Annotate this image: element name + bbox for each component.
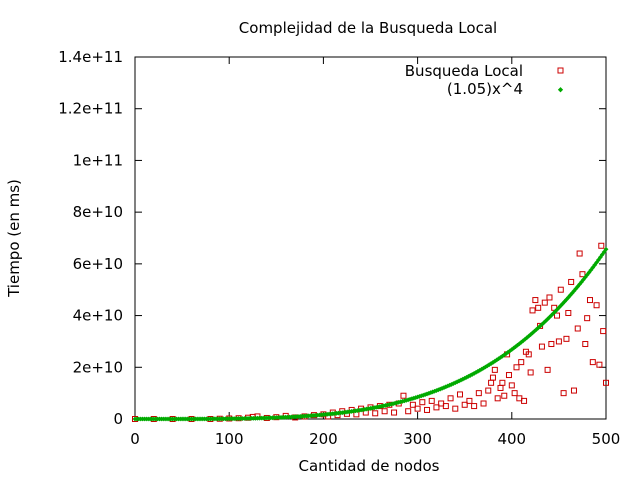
data-point-busqueda-local <box>563 335 570 342</box>
data-point-busqueda-local <box>428 397 435 404</box>
data-point-busqueda-local <box>497 384 504 391</box>
y-tick-label: 1.4e+11 <box>58 48 123 66</box>
y-axis-label: Tiempo (en ms) <box>5 179 23 298</box>
x-tick-label: 400 <box>497 430 526 448</box>
data-point-busqueda-local <box>461 401 468 408</box>
data-point-busqueda-local <box>593 302 600 309</box>
data-point-busqueda-local <box>548 341 555 348</box>
data-point-busqueda-local <box>414 405 421 412</box>
data-point-polynomial-fit <box>597 254 603 260</box>
data-point-polynomial-fit <box>594 260 600 265</box>
data-point-busqueda-local <box>525 351 532 358</box>
data-point-busqueda-local <box>491 366 498 373</box>
data-point-busqueda-local <box>544 366 551 373</box>
data-point-busqueda-local <box>471 403 478 410</box>
data-point-busqueda-local <box>372 410 379 417</box>
series-polynomial-fit <box>132 246 609 422</box>
data-point-busqueda-local <box>598 242 605 249</box>
data-point-busqueda-local <box>442 403 449 410</box>
data-point-polynomial-fit <box>603 246 609 252</box>
data-point-busqueda-local <box>541 299 548 306</box>
data-point-busqueda-local <box>466 397 473 404</box>
data-point-busqueda-local <box>582 341 589 348</box>
y-tick-label: 8e+10 <box>73 203 123 221</box>
y-tick-label: 1.2e+11 <box>58 100 123 118</box>
y-tick-label: 4e+10 <box>73 307 123 325</box>
x-axis-ticks: 0 100 200 300 400 500 <box>130 57 620 448</box>
x-tick-label: 0 <box>130 430 140 448</box>
x-tick-label: 200 <box>309 430 338 448</box>
data-point-busqueda-local <box>546 294 553 301</box>
data-point-busqueda-local <box>565 309 572 316</box>
data-point-busqueda-local <box>576 250 583 257</box>
data-point-busqueda-local <box>600 328 607 335</box>
data-point-busqueda-local <box>584 315 591 322</box>
data-point-busqueda-local <box>568 278 575 285</box>
data-point-busqueda-local <box>475 390 482 397</box>
legend-marker-polynomial-fit <box>557 87 564 93</box>
data-point-busqueda-local <box>381 408 388 415</box>
data-point-busqueda-local <box>532 297 539 304</box>
data-point-busqueda-local <box>452 405 459 412</box>
data-point-busqueda-local <box>499 379 506 386</box>
data-point-polynomial-fit <box>601 249 607 255</box>
data-point-busqueda-local <box>521 397 528 404</box>
data-point-busqueda-local <box>574 325 581 332</box>
data-point-busqueda-local <box>555 338 562 345</box>
data-point-busqueda-local <box>535 304 542 311</box>
data-point-busqueda-local <box>480 400 487 407</box>
data-point-busqueda-local <box>447 395 454 402</box>
legend: Busqueda Local (1.05)x^4 <box>405 62 564 98</box>
data-point-busqueda-local <box>424 406 431 413</box>
data-point-busqueda-local <box>511 390 518 397</box>
y-axis-ticks: 0 2e+10 4e+10 6e+10 8e+10 1e+11 1.2e+11 1.4e+11 <box>58 48 606 428</box>
x-tick-label: 300 <box>403 430 432 448</box>
data-point-busqueda-local <box>554 312 561 319</box>
data-point-busqueda-local <box>501 392 508 399</box>
data-point-busqueda-local <box>391 409 398 416</box>
data-point-busqueda-local <box>538 343 545 350</box>
data-point-busqueda-local <box>518 359 525 366</box>
legend-label-polynomial-fit: (1.05)x^4 <box>447 80 523 98</box>
x-tick-label: 100 <box>215 430 244 448</box>
data-point-busqueda-local <box>560 390 567 397</box>
legend-label-busqueda-local: Busqueda Local <box>405 62 523 80</box>
y-tick-label: 0 <box>113 410 123 428</box>
series-busqueda-local <box>132 242 609 422</box>
data-point-busqueda-local <box>586 297 593 304</box>
data-point-busqueda-local <box>494 395 501 402</box>
data-point-busqueda-local <box>589 359 596 366</box>
data-point-polynomial-fit <box>596 257 601 263</box>
data-point-busqueda-local <box>400 392 407 399</box>
data-point-busqueda-local <box>419 399 426 406</box>
data-point-busqueda-local <box>489 374 496 381</box>
data-point-busqueda-local <box>456 391 463 398</box>
data-point-busqueda-local <box>409 401 416 408</box>
data-point-busqueda-local <box>570 387 577 394</box>
data-point-busqueda-local <box>596 361 603 368</box>
data-point-busqueda-local <box>485 387 492 394</box>
y-tick-label: 6e+10 <box>73 255 123 273</box>
data-point-busqueda-local <box>557 286 564 293</box>
data-point-busqueda-local <box>488 379 495 386</box>
data-point-busqueda-local <box>505 372 512 379</box>
chart-title: Complejidad de la Busqueda Local <box>239 19 497 37</box>
x-tick-label: 500 <box>592 430 621 448</box>
data-point-busqueda-local <box>508 382 515 389</box>
data-point-busqueda-local <box>603 379 609 386</box>
legend-marker-busqueda-local <box>557 67 564 74</box>
y-tick-label: 2e+10 <box>73 358 123 376</box>
y-tick-label: 1e+11 <box>73 151 123 169</box>
data-point-polynomial-fit <box>599 252 605 258</box>
data-point-busqueda-local <box>529 307 536 314</box>
data-point-busqueda-local <box>405 408 412 415</box>
data-point-busqueda-local <box>527 369 534 376</box>
x-axis-label: Cantidad de nodos <box>299 457 440 475</box>
plot-frame <box>134 56 607 420</box>
data-point-busqueda-local <box>513 364 520 371</box>
data-point-busqueda-local <box>579 271 586 278</box>
data-point-busqueda-local <box>433 404 440 411</box>
